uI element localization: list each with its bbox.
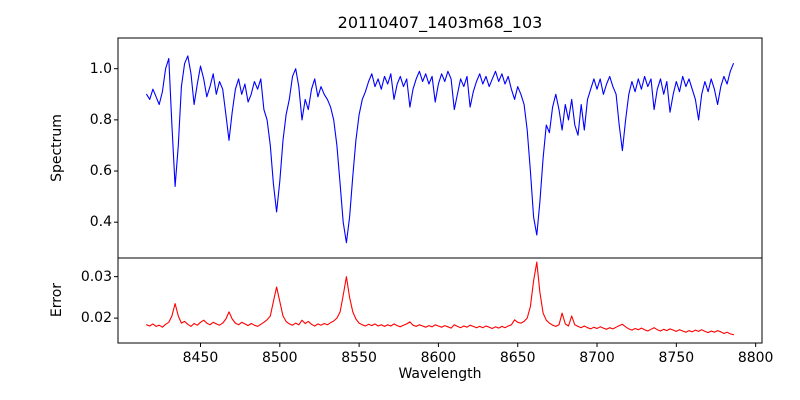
y-tick-label-spectrum: 0.4 <box>89 214 112 231</box>
x-tick-label: 8800 <box>737 350 774 366</box>
y-tick-label-spectrum: 0.8 <box>89 111 112 128</box>
x-tick-label: 8650 <box>499 350 536 366</box>
axes-spectrum <box>117 37 763 259</box>
x-tick-label: 8600 <box>420 350 457 366</box>
x-tick-label: 8700 <box>579 350 615 366</box>
y-tick-label-spectrum: 0.6 <box>89 163 112 180</box>
x-tick-label: 8500 <box>261 350 298 366</box>
y-tick-label-error: 0.02 <box>80 310 112 327</box>
x-tick-label: 8550 <box>341 350 377 366</box>
plot-title: 20110407_1403m68_103 <box>337 13 543 32</box>
x-axis-label: Wavelength <box>398 366 482 382</box>
error-line <box>146 261 734 336</box>
axes-error <box>117 257 763 344</box>
x-tick-label: 8450 <box>182 350 219 366</box>
x-tick-label: 8750 <box>658 350 695 366</box>
y-axis-label-error: Error <box>49 282 65 318</box>
y-tick-label-spectrum: 1.0 <box>89 60 112 77</box>
y-tick-label-error: 0.03 <box>80 268 112 285</box>
spectrum-line <box>146 55 734 244</box>
y-axis-label-spectrum: Spectrum <box>49 114 65 182</box>
